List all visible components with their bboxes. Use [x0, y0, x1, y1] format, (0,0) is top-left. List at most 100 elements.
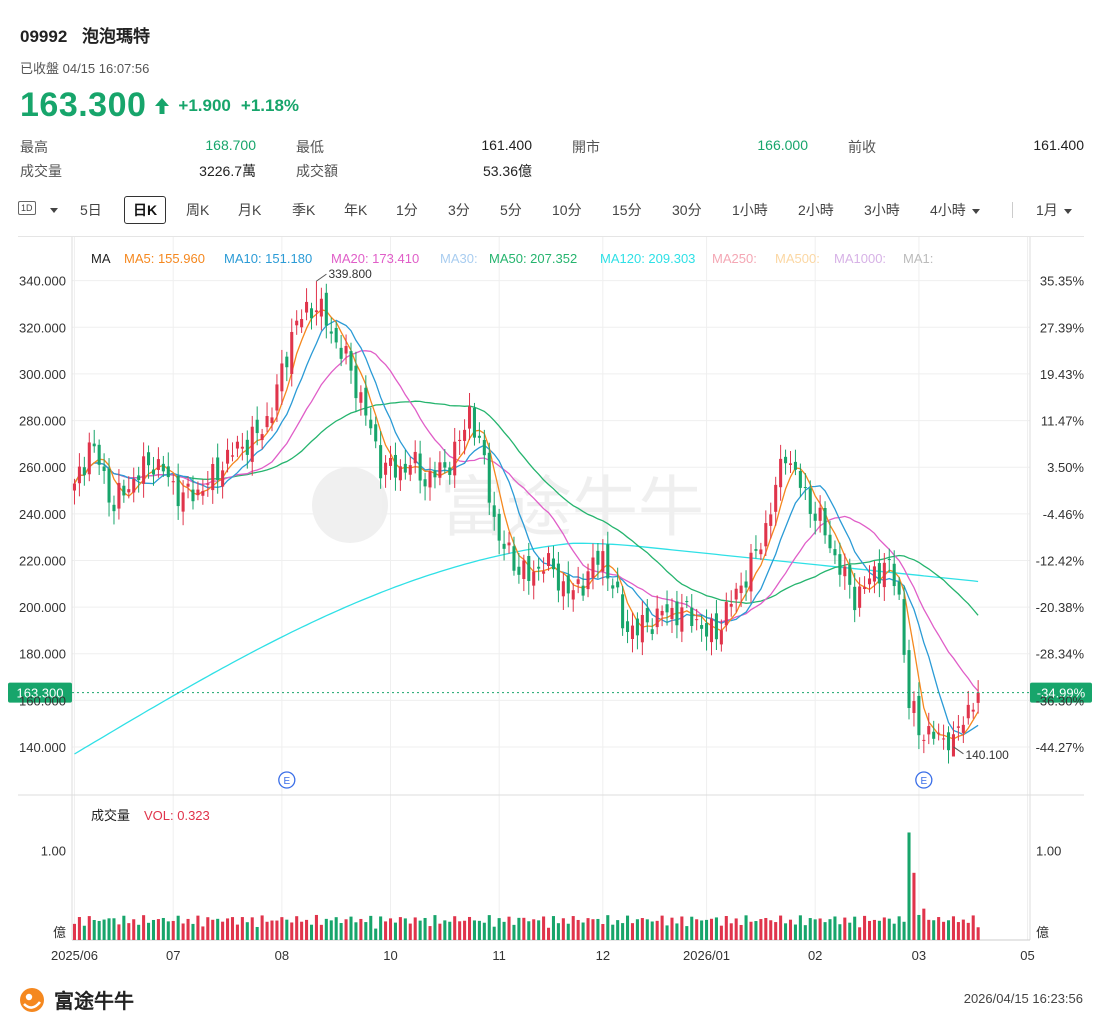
candle-body	[872, 566, 876, 582]
candle-body	[97, 444, 101, 465]
volume-bar	[448, 921, 452, 940]
volume-bar	[660, 915, 664, 940]
tab-quarterly-k[interactable]: 季K	[292, 202, 316, 218]
tab-10min[interactable]: 10分	[552, 202, 582, 218]
candle-body	[147, 452, 151, 466]
tab-5day[interactable]: 5日	[80, 202, 102, 218]
price-change: +1.900	[178, 95, 231, 115]
chevron-down-icon[interactable]	[50, 208, 58, 213]
candle-body	[324, 292, 328, 326]
tab-weekly-k[interactable]: 周K	[186, 202, 210, 218]
candle-body	[522, 560, 526, 580]
candle-body	[240, 446, 244, 449]
tab-yearly-k[interactable]: 年K	[344, 202, 368, 218]
volume-bar	[235, 924, 239, 940]
tab-monthly-k[interactable]: 月K	[238, 202, 262, 218]
volume-bar	[349, 916, 353, 940]
candle-body	[586, 571, 590, 590]
volume-bar	[858, 927, 862, 940]
volume-bar	[112, 918, 116, 940]
volume-bar	[379, 916, 383, 940]
volume-bar	[547, 927, 551, 940]
volume-legend-value: VOL: 0.323	[144, 808, 210, 823]
ma5-line	[73, 308, 979, 740]
ma-legend-item: MA1000:	[834, 251, 886, 266]
tab-4hour[interactable]: 4小時	[930, 200, 980, 220]
candle-body	[685, 601, 689, 603]
volume-bar	[606, 915, 610, 940]
tab-1hour[interactable]: 1小時	[732, 202, 768, 218]
y-pct-tick-label: -36.30%	[1036, 693, 1085, 708]
candle-body	[127, 489, 131, 493]
candle-body	[388, 457, 393, 466]
candle-body	[626, 621, 630, 633]
tab-1min[interactable]: 1分	[396, 202, 418, 218]
volume-bar	[956, 922, 960, 940]
candle-body	[132, 479, 136, 493]
candle-body	[902, 599, 906, 655]
candle-body	[680, 607, 684, 632]
candle-body	[833, 549, 837, 556]
candle-body	[512, 546, 516, 571]
tab-2hour[interactable]: 2小時	[798, 202, 834, 218]
last-pct-tag-label: -34.99%	[1037, 686, 1086, 701]
y-tick-label: 140.000	[19, 740, 66, 755]
volume-bar	[359, 918, 363, 940]
candle-body	[956, 726, 960, 728]
tab-3min[interactable]: 3分	[448, 202, 470, 218]
volume-bar	[769, 920, 773, 940]
candle-body	[966, 704, 970, 719]
stat-low-label: 最低	[296, 139, 324, 155]
volume-bar	[522, 917, 526, 940]
candle-body	[922, 739, 926, 741]
candle-body	[379, 445, 383, 479]
volume-bar	[393, 922, 397, 940]
candle-body	[463, 429, 467, 441]
tab-15min[interactable]: 15分	[612, 202, 642, 218]
max-callout-line	[316, 273, 327, 282]
stat-volume-label: 成交量	[20, 163, 62, 179]
tab-3hour[interactable]: 3小時	[864, 202, 900, 218]
candle-body	[176, 475, 180, 507]
tab-5min[interactable]: 5分	[500, 202, 522, 218]
volume-bar	[690, 916, 694, 940]
tab-daily-k[interactable]: 日K	[124, 196, 167, 224]
candle-body	[250, 426, 254, 462]
volume-bar	[650, 921, 654, 940]
candle-body	[309, 308, 314, 319]
volume-bar	[586, 918, 590, 940]
volume-bar	[932, 920, 936, 940]
candle-body	[433, 470, 437, 478]
volume-bar	[882, 917, 886, 940]
volume-bar	[892, 923, 896, 940]
y-pct-tick-label: -20.38%	[1036, 600, 1085, 615]
candle-body	[848, 564, 852, 585]
volume-bar	[823, 922, 827, 940]
volume-bar	[127, 923, 131, 940]
candle-body	[937, 732, 941, 734]
x-tick-label: 03	[912, 948, 926, 963]
y-axis-price: 340.000 320.000 300.000 280.000 260.000 240.0…	[19, 274, 66, 940]
tab-1month[interactable]: 1月	[1036, 200, 1072, 220]
tab-4hour-label: 4小時	[930, 202, 966, 218]
candle-body	[882, 562, 886, 588]
candle-body	[532, 571, 536, 586]
volume-bar	[443, 920, 447, 940]
candle-body	[438, 462, 442, 478]
tab-30min[interactable]: 30分	[672, 202, 702, 218]
volume-bar	[867, 920, 872, 940]
price-change-percent: +1.18%	[240, 95, 300, 115]
candle-body	[290, 331, 294, 374]
volume-bar	[398, 917, 402, 940]
volume-bar	[384, 921, 388, 940]
volume-bar	[912, 872, 916, 940]
volume-bar	[423, 917, 427, 940]
candle-body	[744, 581, 748, 588]
candle-body	[255, 419, 259, 434]
volume-bar	[872, 919, 876, 940]
candle-body	[784, 456, 788, 464]
volume-bar	[176, 915, 180, 940]
tab-1d-selector[interactable]: 1D	[18, 201, 36, 215]
volume-bar	[798, 915, 802, 940]
